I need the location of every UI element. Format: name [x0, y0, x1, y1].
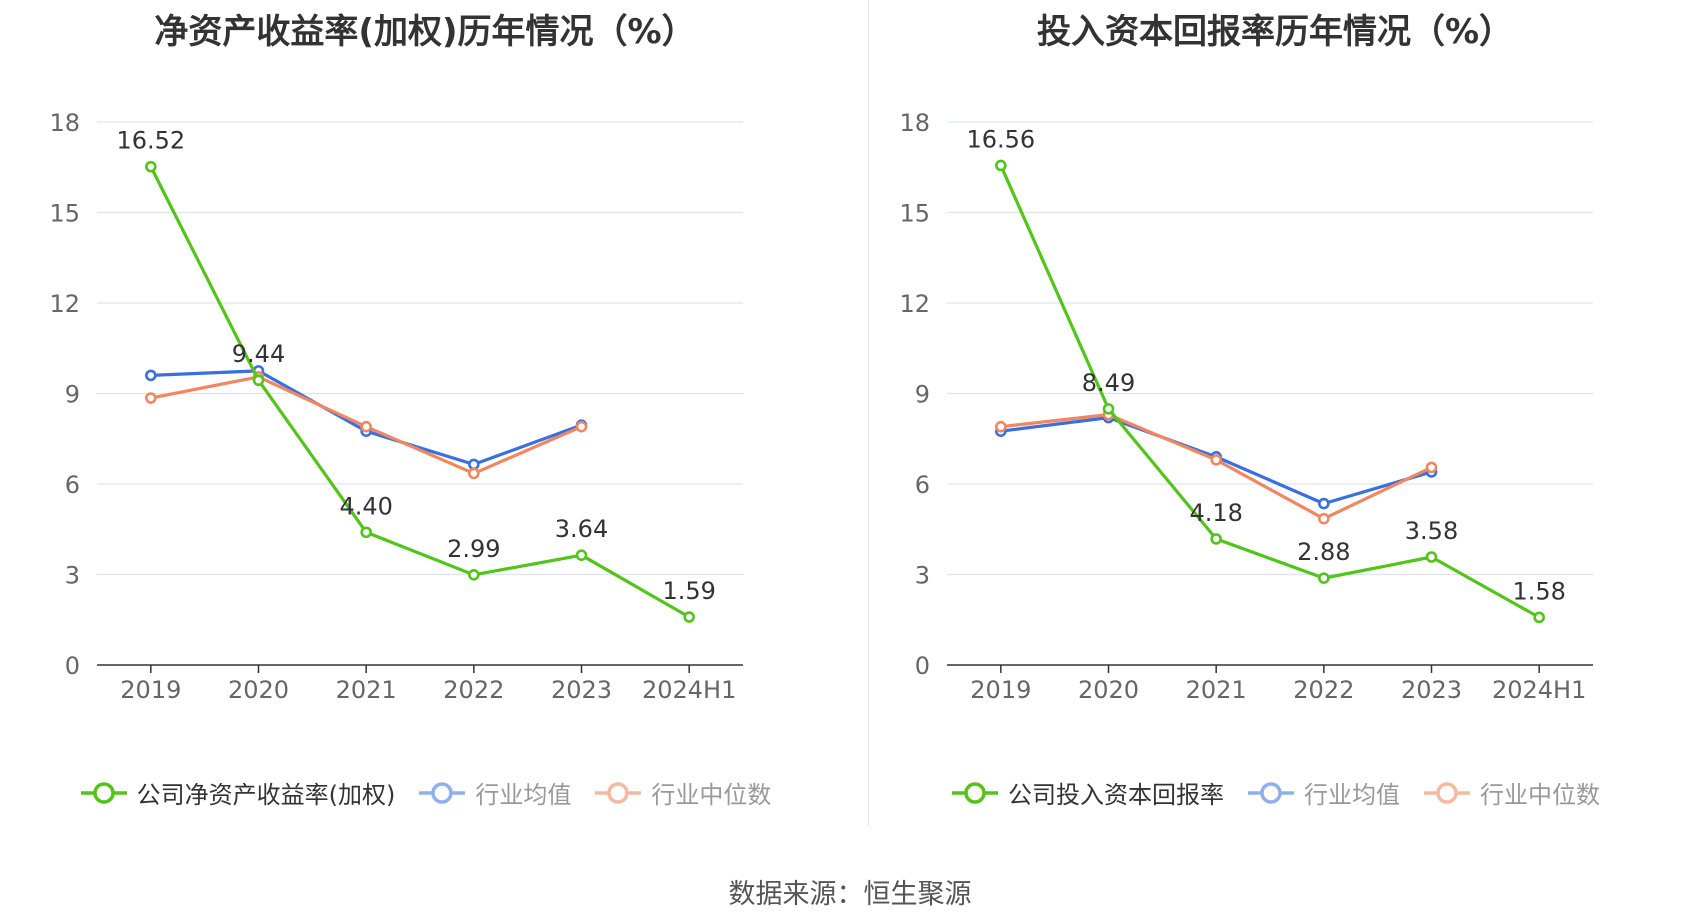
roe-chart-legend: 公司净资产收益率(加权) 行业均值 行业中位数 — [0, 775, 850, 810]
data-point-median — [995, 420, 1007, 433]
data-point-median — [1425, 461, 1438, 474]
x-tick-label: 2022 — [443, 676, 504, 704]
x-tick-label: 2021 — [336, 676, 397, 704]
legend-marker-icon — [595, 781, 642, 804]
data-point-company — [575, 549, 588, 561]
data-point-median — [468, 467, 480, 480]
legend-circle — [92, 781, 115, 804]
series-line-company — [149, 165, 690, 619]
legend-item-median[interactable]: 行业中位数 — [1422, 775, 1600, 810]
data-point-median — [1318, 512, 1330, 525]
chart-title: 净资产收益率(加权)历年情况（%） — [154, 12, 696, 52]
legend-item-avg[interactable]: 行业均值 — [417, 775, 571, 810]
legend-circle — [1260, 781, 1282, 804]
data-label: 1.59 — [662, 577, 715, 605]
data-label: 9.44 — [232, 340, 285, 368]
legend-label: 行业均值 — [1304, 781, 1400, 809]
data-label: 2.99 — [447, 535, 500, 563]
x-tick-label: 2019 — [120, 676, 181, 704]
data-point-company — [1210, 533, 1222, 545]
data-label: 3.64 — [555, 515, 608, 543]
data-point-median — [145, 392, 157, 404]
legend-marker-icon — [419, 781, 466, 804]
y-tick-label: 9 — [65, 381, 80, 409]
y-tick-label: 12 — [899, 290, 930, 318]
x-tick-label: 2023 — [551, 676, 612, 704]
y-tick-label: 12 — [49, 290, 80, 318]
x-tick-label: 2022 — [1293, 676, 1354, 704]
legend-marker-icon — [80, 781, 127, 804]
x-tick-label: 2021 — [1186, 676, 1247, 704]
y-tick-label: 3 — [915, 562, 930, 590]
legend-circle — [431, 781, 454, 804]
roic-chart-plot: 0 3 6 9 12 15 18 2019 2020 2021 2022 2023 2024H1 16.5… — [899, 109, 1593, 704]
y-tick-label: 0 — [65, 652, 80, 680]
legend-label: 公司投入资本回报率 — [1008, 781, 1224, 809]
data-point-company — [1318, 572, 1330, 584]
legend-marker-icon — [1424, 781, 1470, 804]
x-tick-label: 2024H1 — [642, 676, 736, 704]
y-tick-label: 18 — [899, 109, 930, 137]
data-point-company — [1533, 611, 1545, 624]
x-tick-label: 2020 — [1078, 676, 1139, 704]
legend-item-company[interactable]: 公司投入资本回报率 — [950, 775, 1224, 810]
data-point-avg — [1318, 497, 1330, 510]
data-point-company — [468, 569, 480, 581]
roic-chart-legend: 公司投入资本回报率 行业均值 行业中位数 — [850, 775, 1700, 810]
legend-marker-icon — [1248, 781, 1294, 804]
y-tick-label: 15 — [49, 200, 80, 228]
x-tick-label: 2020 — [228, 676, 289, 704]
y-tick-label: 15 — [899, 200, 930, 228]
data-label: 1.58 — [1512, 577, 1565, 605]
data-point-avg — [468, 458, 480, 471]
data-point-company — [360, 526, 372, 539]
legend-item-median[interactable]: 行业中位数 — [593, 775, 771, 810]
legend-marker-icon — [952, 781, 998, 804]
y-tick-label: 6 — [915, 471, 930, 499]
legend-item-company[interactable]: 公司净资产收益率(加权) — [79, 775, 396, 810]
data-point-company — [995, 159, 1007, 172]
legend-item-avg[interactable]: 行业均值 — [1246, 775, 1400, 810]
data-point-median — [575, 420, 588, 433]
data-label: 2.88 — [1297, 538, 1350, 566]
roic-chart-panel: 投入资本回报率历年情况（%） 0 3 6 9 12 15 18 2019 2020 2021 202… — [850, 0, 1700, 830]
x-tick-label: 2024H1 — [1492, 676, 1586, 704]
data-source-note: 数据来源：恒生聚源 — [728, 879, 972, 910]
x-tick-label: 2023 — [1401, 676, 1462, 704]
legend-label: 行业中位数 — [1480, 781, 1600, 809]
data-point-median — [1210, 454, 1222, 466]
data-point-company — [1425, 551, 1438, 563]
legend-circle — [1436, 781, 1458, 804]
data-point-company — [145, 160, 157, 173]
legend-label: 行业均值 — [475, 781, 572, 809]
data-label: 8.49 — [1082, 369, 1135, 397]
panel-divider — [868, 0, 869, 826]
data-label: 16.52 — [116, 127, 185, 155]
data-label: 4.40 — [339, 492, 392, 520]
data-label: 16.56 — [966, 125, 1035, 153]
data-point-median — [360, 420, 372, 433]
legend-circle — [964, 781, 986, 804]
y-tick-label: 0 — [915, 652, 930, 680]
y-tick-label: 18 — [49, 109, 80, 137]
data-point-company — [1102, 403, 1115, 415]
x-tick-label: 2019 — [970, 676, 1031, 704]
chart-title: 投入资本回报率历年情况（%） — [1036, 12, 1514, 52]
data-label: 4.18 — [1189, 499, 1242, 527]
roe-chart-plot: 0 3 6 9 12 15 18 2019 2020 2021 2022 2023 2024H1 16.5… — [49, 109, 743, 704]
legend-label: 行业中位数 — [651, 781, 772, 809]
y-tick-label: 6 — [65, 471, 80, 499]
data-label: 3.58 — [1405, 517, 1458, 545]
roe-chart-panel: 净资产收益率(加权)历年情况（%） 0 3 6 9 12 15 18 2019 2020 2021… — [0, 0, 850, 830]
legend-circle — [607, 781, 630, 804]
y-tick-label: 9 — [915, 381, 930, 409]
series-line-company — [999, 164, 1540, 619]
legend-label: 公司净资产收益率(加权) — [136, 781, 396, 809]
data-point-company — [252, 374, 265, 387]
data-point-company — [683, 611, 695, 623]
data-point-avg — [145, 369, 157, 382]
y-tick-label: 3 — [65, 562, 80, 590]
